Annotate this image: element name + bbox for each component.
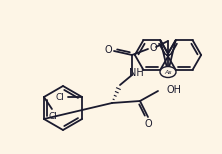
Text: OH: OH <box>166 85 181 95</box>
Text: Cl: Cl <box>49 111 57 120</box>
Text: NH: NH <box>129 68 143 78</box>
Text: O: O <box>149 43 157 53</box>
Text: O: O <box>104 45 112 55</box>
Text: Cl: Cl <box>56 93 64 101</box>
Text: O: O <box>144 119 152 129</box>
Text: As: As <box>164 69 172 75</box>
Ellipse shape <box>160 67 176 77</box>
